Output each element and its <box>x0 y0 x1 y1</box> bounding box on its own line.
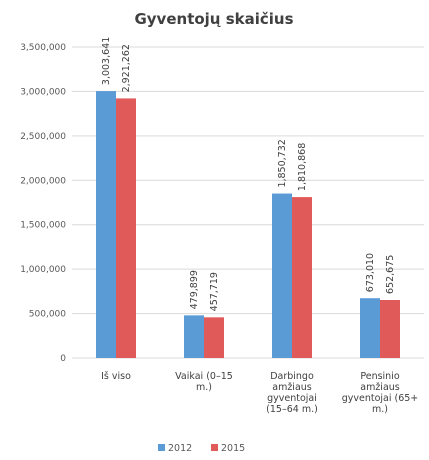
data-label: 479,899 <box>189 270 200 309</box>
bar-2012-2 <box>272 193 292 358</box>
data-label: 1,850,732 <box>277 139 288 187</box>
legend-label: 2012 <box>168 443 192 454</box>
category-label: m.) <box>196 382 212 393</box>
category-label: Iš viso <box>101 371 131 382</box>
bar-2012-0 <box>96 91 116 358</box>
bar-2012-1 <box>184 315 204 358</box>
bar-2015-2 <box>292 197 312 358</box>
y-tick-label: 500,000 <box>29 310 66 320</box>
y-tick-label: 3,000,000 <box>20 87 66 97</box>
y-tick-label: 1,000,000 <box>20 265 66 275</box>
x-axis-categories: Iš viso Vaikai (0–15m.)Darbingoamžiausgyv… <box>101 371 418 415</box>
data-label: 1,810,868 <box>297 143 308 191</box>
bar-2015-0 <box>116 98 136 359</box>
chart-title: Gyventojų skaičius <box>134 10 293 28</box>
legend: 2012 2015 <box>158 443 245 454</box>
bar-2015-1 <box>204 317 224 358</box>
category-label: Pensinio <box>360 371 400 382</box>
data-label: 673,010 <box>365 253 376 292</box>
data-label: 2,921,262 <box>121 44 132 92</box>
bars <box>96 91 400 359</box>
bar-2015-3 <box>380 300 400 358</box>
data-labels: 3,003,641 479,899 1,850,732 673,010 2,921,26… <box>101 37 396 312</box>
legend-swatch-2015 <box>211 444 218 451</box>
legend-swatch-2012 <box>158 444 165 451</box>
y-tick-label: 1,500,000 <box>20 221 66 231</box>
category-label: Darbingo <box>270 371 314 382</box>
category-label: amžiaus <box>360 382 400 393</box>
y-tick-label: 0 <box>60 354 66 364</box>
category-label: gyventojai <box>267 393 317 404</box>
category-label: m.) <box>372 404 388 415</box>
category-label: gyventojai (65+ <box>342 393 419 404</box>
y-axis-ticks: 0 500,000 1,000,000 1,500,000 2,000,000 2,500… <box>20 43 66 364</box>
category-label: (15–64 m.) <box>266 404 318 415</box>
category-label: amžiaus <box>272 382 312 393</box>
y-tick-label: 2,500,000 <box>20 132 66 142</box>
data-label: 457,719 <box>209 272 220 311</box>
y-tick-label: 3,500,000 <box>20 43 66 53</box>
data-label: 652,675 <box>385 255 396 294</box>
bar-2012-3 <box>360 298 380 358</box>
y-tick-label: 2,000,000 <box>20 176 66 186</box>
legend-label: 2015 <box>221 443 245 454</box>
category-label: Vaikai (0–15 <box>175 371 233 382</box>
data-label: 3,003,641 <box>101 37 112 85</box>
